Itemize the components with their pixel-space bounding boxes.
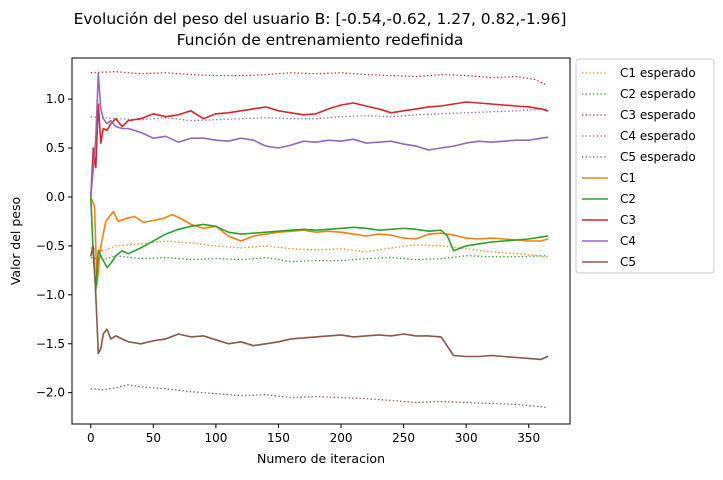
series-line-c4 (90, 72, 549, 198)
chart-subtitle: Función de entrenamiento redefinida (177, 31, 464, 49)
legend-label-c5-esperado: C5 esperado (620, 150, 696, 164)
legend-label-c2: C2 (620, 192, 636, 206)
legend-label-c4-esperado: C4 esperado (620, 129, 696, 143)
y-tick-label: −1.0 (36, 288, 65, 302)
legend-label-c5: C5 (620, 255, 636, 269)
series-layer (90, 71, 549, 409)
series-line-c2 (90, 196, 549, 291)
y-tick-label: −2.0 (36, 386, 65, 400)
x-tick-label: 250 (392, 431, 415, 445)
x-tick-label: 300 (455, 431, 478, 445)
x-tick-label: 200 (330, 431, 353, 445)
x-axis: 0 50 100 150 200 250 300 350 (87, 424, 540, 445)
x-tick-label: 100 (204, 431, 227, 445)
series-line-c2-esperado (90, 255, 548, 263)
series-line-c3 (90, 101, 549, 198)
y-axis: −2.0 −1.5 −1.0 −0.5 0.0 0.5 1.0 (36, 92, 72, 400)
legend-frame (575, 58, 715, 274)
x-tick-label: 0 (87, 431, 95, 445)
legend-label-c3-esperado: C3 esperado (620, 108, 696, 122)
series-line-c4-esperado (90, 108, 548, 122)
y-tick-label: −0.5 (36, 239, 65, 253)
y-tick-label: 1.0 (46, 92, 65, 106)
series-line-c3-esperado (90, 71, 548, 86)
y-axis-label: Valor del peso (8, 197, 23, 285)
series-line-c5 (90, 245, 549, 361)
y-tick-label: −1.5 (36, 337, 65, 351)
x-axis-label: Numero de iteracion (257, 451, 385, 466)
series-line-c5-esperado (90, 384, 548, 409)
legend-label-c3: C3 (620, 213, 636, 227)
y-tick-label: 0.0 (46, 190, 65, 204)
series-line-c1 (90, 196, 549, 286)
plot-frame (71, 57, 571, 425)
x-tick-label: 150 (267, 431, 290, 445)
legend-label-c1-esperado: C1 esperado (620, 66, 696, 80)
legend-label-c2-esperado: C2 esperado (620, 87, 696, 101)
chart-title: Evolución del peso del usuario B: [-0.54… (74, 10, 567, 28)
x-tick-label: 50 (146, 431, 161, 445)
x-tick-label: 350 (517, 431, 540, 445)
legend: C1 esperado C2 esperado C3 esperado C4 espe… (575, 58, 715, 274)
legend-label-c4: C4 (620, 234, 636, 248)
legend-label-c1: C1 (620, 171, 636, 185)
y-tick-label: 0.5 (46, 141, 65, 155)
